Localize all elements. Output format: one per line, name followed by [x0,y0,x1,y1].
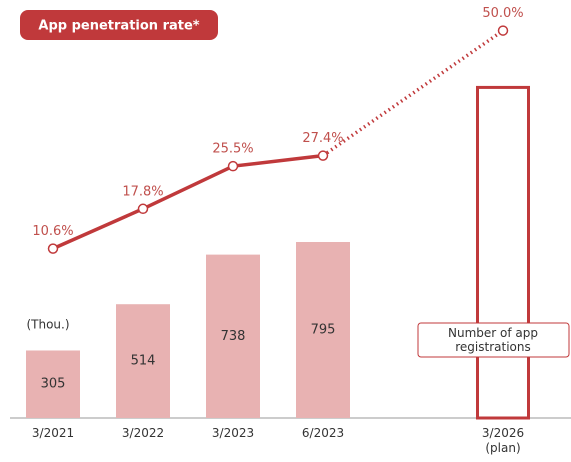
bar [26,350,80,418]
bar [116,304,170,418]
line-marker [497,25,509,36]
line [52,153,324,251]
x-tick-label: 3/2026 (plan) [482,426,524,455]
bar [296,241,350,418]
title-badge [20,10,218,40]
bar-value-label: 305 [41,377,66,392]
line-value-label: 17.8% [122,184,163,199]
x-tick-label: 3/2023 [212,426,254,440]
bar-value-label: 514 [131,354,156,369]
bar-value-label: 795 [311,322,336,337]
line-value-label: 25.5% [212,142,253,157]
line-value-label: 27.4% [302,131,343,146]
line-value-label: 50.0% [482,6,523,21]
line-value-label: 10.6% [32,224,73,239]
legend-label: Number of app registrations [448,326,538,354]
x-tick-label: 6/2023 [302,426,344,440]
line-marker [47,243,59,254]
unit-label: (Thou.) [26,318,69,332]
x-tick-label: 3/2022 [122,426,164,440]
line-marker [227,160,239,172]
line-marker [137,203,149,215]
x-tick-label: 3/2021 [32,426,74,440]
bar [206,254,260,418]
legend-box [417,322,570,358]
bar-value-label: 738 [221,329,246,344]
line-marker [317,150,329,161]
chart-title: App penetration rate* [38,19,199,34]
bar [476,85,530,420]
